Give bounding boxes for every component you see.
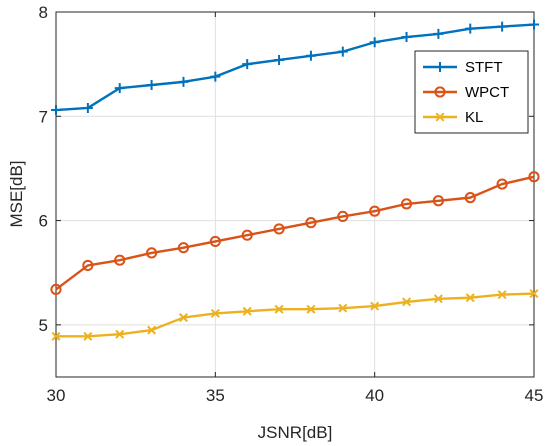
x-tick-label: 45 [525, 386, 544, 405]
data-point [115, 329, 125, 339]
data-point [83, 331, 93, 341]
data-point [305, 50, 316, 61]
data-point [209, 235, 221, 248]
data-point [464, 192, 476, 204]
legend-label: WPCT [465, 84, 509, 101]
data-point [370, 301, 380, 311]
legend: STFT WPCT KL [414, 50, 529, 134]
data-point [210, 308, 220, 318]
y-tick-label: 5 [39, 316, 48, 335]
data-point [401, 32, 412, 43]
data-point [305, 217, 317, 229]
data-point [465, 23, 476, 34]
data-point [433, 294, 443, 304]
data-point [273, 223, 285, 235]
legend-swatch-marker [434, 86, 446, 98]
legend-label: KL [465, 109, 483, 126]
axes-box [55, 11, 535, 378]
x-tick-label: 40 [365, 386, 384, 405]
data-point [338, 303, 348, 313]
axes: 30 35 40 45 5 6 7 8 [39, 3, 544, 405]
series-line [55, 23, 535, 112]
legend-item: STFT [423, 59, 503, 76]
legend-item: WPCT [423, 84, 509, 101]
data-point [241, 229, 253, 241]
y-tick-label: 8 [39, 3, 48, 22]
data-point [242, 59, 253, 70]
data-point [146, 247, 158, 259]
data-point [402, 297, 412, 307]
series-wpct [50, 171, 540, 295]
data-point [497, 290, 507, 300]
data-point [82, 102, 93, 113]
legend-label: STFT [465, 59, 503, 76]
legend-item: KL [423, 109, 483, 126]
y-tick-label: 6 [39, 212, 48, 231]
data-point [51, 105, 61, 116]
data-point [178, 76, 189, 87]
data-point [433, 28, 444, 39]
data-point [497, 21, 508, 32]
data-point [242, 306, 252, 316]
series-layer [50, 19, 540, 341]
data-point [529, 289, 539, 299]
x-tick-label: 30 [47, 386, 66, 405]
data-point [114, 254, 126, 266]
x-axis-label: JSNR[dB] [258, 423, 333, 442]
y-axis-label: MSE[dB] [7, 160, 26, 227]
data-point [146, 80, 157, 90]
data-point [528, 171, 540, 183]
series-line [56, 292, 535, 338]
data-point [114, 83, 125, 94]
data-point [369, 37, 380, 48]
data-point [369, 205, 381, 217]
y-tick-label: 7 [39, 107, 48, 126]
series-kl [51, 289, 539, 341]
data-point [178, 313, 188, 323]
x-tick-label: 35 [206, 386, 225, 405]
data-point [337, 46, 348, 57]
legend-swatch-marker [435, 62, 445, 72]
data-point [306, 304, 316, 314]
series-stft [51, 19, 539, 116]
data-point [529, 19, 539, 30]
data-point [465, 293, 475, 303]
data-point [51, 331, 61, 341]
data-point [50, 283, 62, 295]
series-line [55, 175, 535, 291]
data-point [82, 259, 94, 272]
data-point [400, 198, 413, 210]
legend-swatch-marker [435, 112, 445, 122]
data-point [177, 242, 190, 254]
data-point [274, 54, 285, 65]
data-point [496, 178, 508, 190]
data-point [337, 210, 349, 222]
data-point [147, 325, 157, 335]
data-point [432, 195, 444, 207]
data-point [210, 71, 221, 82]
data-point [274, 304, 284, 314]
